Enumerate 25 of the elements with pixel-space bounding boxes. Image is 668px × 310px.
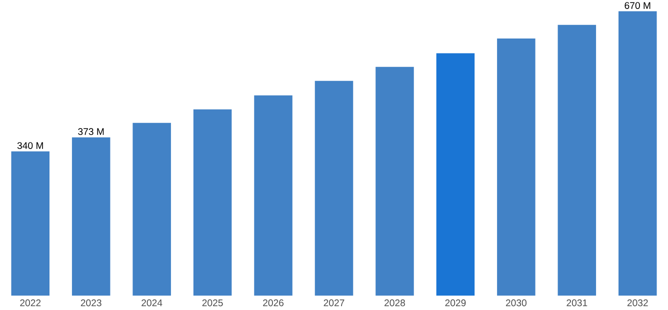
x-tick-label: 2032: [627, 300, 648, 306]
bar: [11, 151, 50, 296]
x-tick-label: 2027: [324, 300, 344, 306]
x-tick-label: 2028: [384, 300, 405, 306]
x-tick-label: 2026: [263, 300, 284, 306]
bar: [558, 24, 596, 296]
bar: [618, 11, 657, 296]
x-tick-label: 2024: [142, 300, 162, 306]
x-tick-label: 2031: [566, 300, 588, 306]
bar: [132, 123, 171, 296]
x-tick-label: 2029: [445, 300, 466, 306]
bar: [376, 66, 414, 296]
bar: [72, 137, 110, 296]
data-label: 373 M: [78, 128, 104, 136]
x-tick-label: 2030: [506, 300, 526, 306]
data-label: 670 M: [624, 2, 650, 10]
bar: [254, 95, 292, 296]
bar: [436, 53, 475, 296]
x-tick-label: 2022: [20, 300, 41, 306]
data-label: 340 M: [17, 142, 43, 150]
bar: [314, 80, 354, 296]
x-tick-label: 2023: [80, 300, 102, 306]
x-tick-label: 2025: [202, 300, 223, 306]
bar: [497, 38, 536, 296]
bar: [193, 109, 232, 296]
